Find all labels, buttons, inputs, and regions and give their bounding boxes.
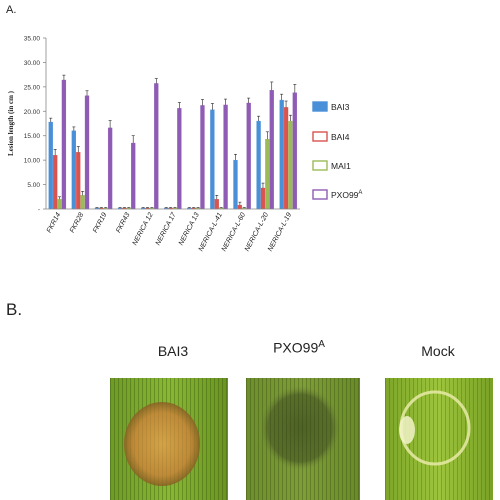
superscript-a: A — [318, 339, 325, 350]
x-tick-label: NERICA 17 — [155, 211, 179, 247]
y-tick-label: 15.00 — [24, 133, 41, 140]
bar-mai1-10 — [265, 138, 270, 210]
bar-pxo99-2 — [84, 95, 90, 210]
leaf-image-pxo99a — [246, 378, 360, 500]
bar-bai3-1 — [48, 121, 53, 210]
leaf-caption-mock: Mock — [421, 343, 455, 359]
y-tick-label: 10.00 — [24, 158, 41, 165]
legend-swatch-fill — [313, 102, 327, 111]
leaf-image-bai3 — [110, 378, 228, 500]
y-axis-label: Lesion length (in cm ) — [7, 90, 15, 156]
legend-label-mai1: MAI1 — [331, 161, 351, 171]
y-tick-label: 35.00 — [24, 36, 41, 43]
legend-label-bai3: BAI3 — [331, 102, 350, 112]
y-tick-label: - — [38, 207, 40, 214]
bar-bai3-2 — [71, 130, 76, 210]
leaf-caption-bai3: BAI3 — [157, 343, 189, 359]
x-tick-label: FKR28 — [69, 212, 85, 235]
x-tick-label: NERICA-L-20 — [244, 212, 270, 253]
bar-pxo99-8 — [223, 104, 228, 210]
bar-pxo99-4 — [131, 142, 136, 210]
legend-swatch-bai4 — [312, 131, 328, 142]
y-tick-label: 30.00 — [24, 60, 41, 67]
bar-pxo99-5 — [154, 83, 159, 210]
bar-bai4-11 — [283, 107, 289, 210]
x-tick-label: NERICA-L-60 — [221, 212, 247, 253]
legend-swatch-mai1 — [312, 160, 328, 171]
bar-bai4-1 — [53, 155, 58, 210]
lesion-length-bar-chart: 35.00 30.00 25.00 20.00 15.00 10.00 5.00 - Lesio… — [7, 36, 362, 253]
panel-a-label: A. — [6, 4, 17, 16]
leaf-caption-pxo99a: PXO99A — [273, 339, 325, 356]
bar-pxo99-9 — [246, 102, 251, 210]
bar-bai3-8 — [210, 109, 215, 210]
x-tick-label: FKR14 — [46, 212, 62, 235]
bar-pxo99-6 — [177, 108, 182, 210]
x-tick-label: FKR43 — [115, 212, 131, 235]
legend-label-bai4: BAI4 — [331, 132, 350, 142]
y-tick-label: 25.00 — [24, 84, 41, 91]
y-tick-label: 20.00 — [24, 109, 41, 116]
x-tick-label: FKR19 — [92, 212, 108, 235]
x-tick-label: NERICA-L-19 — [267, 212, 293, 253]
x-tick-label: NERICA 12 — [132, 212, 155, 247]
bar-mai1-1 — [57, 199, 62, 210]
legend-swatch-pxo99 — [312, 189, 328, 200]
bar-mai1-11 — [288, 120, 293, 210]
x-tick-label: NERICA-L-41 — [198, 212, 224, 253]
bar-bai3-11 — [279, 99, 284, 210]
bar-pxo99-11 — [292, 92, 297, 210]
bar-bai3-9 — [233, 159, 238, 210]
legend-label-pxo99: PXO99A — [331, 190, 362, 200]
bar-bai3-10 — [256, 120, 261, 210]
bar-bai4-8 — [214, 199, 219, 210]
bar-pxo99-3 — [107, 127, 113, 210]
y-tick-label: 5.00 — [27, 182, 40, 189]
bar-mai1-2 — [80, 195, 85, 210]
bar-pxo99-7 — [200, 105, 205, 210]
bar-bai4-10 — [260, 187, 266, 210]
panel-b-label: B. — [6, 300, 23, 319]
bar-pxo99-10 — [269, 90, 274, 210]
leaf-image-mock — [385, 378, 493, 500]
bar-bai4-2 — [76, 152, 81, 210]
x-tick-label: NERICA 13 — [178, 212, 201, 247]
bar-pxo99-1 — [61, 79, 67, 210]
bar-bai4-9 — [237, 204, 243, 210]
